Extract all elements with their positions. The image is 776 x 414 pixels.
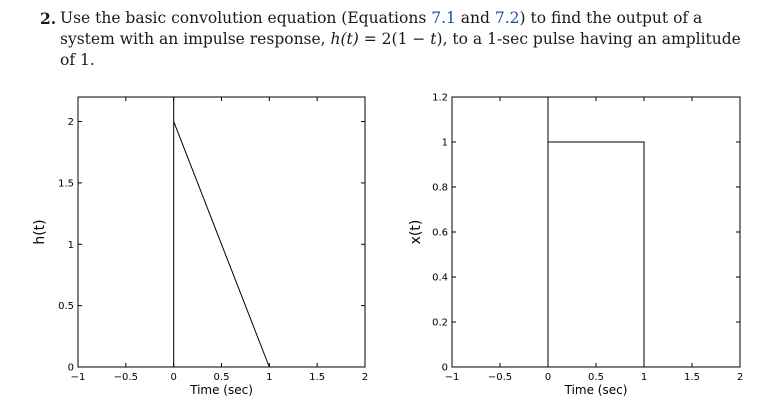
y-axis-label: h(t) [32,219,48,244]
plot-frame [451,96,741,368]
equation-link-7-1[interactable]: 7.1 [431,9,456,27]
y-tick-label: 0.6 [432,228,448,239]
plot-frame [77,96,366,368]
x-tick-label: 0 [545,372,551,383]
x-tick-label: 2 [362,372,368,383]
x-tick-label: −1 [71,372,86,383]
problem-text-part: ) to find the output of a system with an… [60,9,703,48]
y-axis-label: x(t) [408,220,424,245]
y-tick-label: 1 [68,240,74,251]
problem-text-part: and [455,9,495,27]
y-tick-label: 0 [442,363,448,374]
y-tick-label: 2 [68,117,74,128]
problem-number: 2. [40,9,57,28]
problem-text-part: ), to a 1-sec pulse having an amplitude … [60,30,741,69]
y-tick-label: 1.2 [432,93,448,104]
problem-text: Use the basic convolution equation (Equa… [60,8,760,71]
x-tick-label: 0 [170,372,176,383]
y-tick-label: 0.4 [432,273,448,284]
y-tick-label: 0.2 [432,318,448,329]
x-tick-label: 1 [266,372,272,383]
input-pulse-plot: −1 −0.5 0 0.5 1 1.5 2 0 0.2 0.4 0.6 0.8 1 1.2 Time (se… [408,93,743,398]
x-tick-label: 1.5 [309,372,325,383]
x-tick-label: −1 [445,372,460,383]
x-axis-label: Time (sec) [189,383,253,397]
time-variable: t [430,30,437,48]
y-tick-label: 1 [442,138,448,149]
series-line [547,97,645,367]
impulse-response-symbol: h(t) [330,30,359,48]
y-tick-label: 0.8 [432,183,448,194]
x-tick-label: 0.5 [588,372,604,383]
x-tick-label: 2 [737,372,743,383]
series-line [173,97,270,368]
problem-text-part: Use the basic convolution equation (Equa… [60,9,432,27]
problem-statement: 2. Use the basic convolution equation (E… [40,8,760,71]
impulse-response-plot: −1 −0.5 0 0.5 1 1.5 2 0 0.5 1 1.5 2 Time (sec) h(t) [32,96,368,397]
x-tick-label: −0.5 [114,372,138,383]
y-tick-label: 0 [68,363,74,374]
x-axis-label: Time (sec) [564,383,628,397]
problem-text-part: = 2(1 − [358,30,431,48]
x-tick-label: 1 [641,372,647,383]
y-tick-label: 0.5 [58,301,74,312]
x-tick-label: 1.5 [684,372,700,383]
y-tick-label: 1.5 [58,178,74,189]
x-tick-label: 0.5 [214,372,230,383]
equation-link-7-2[interactable]: 7.2 [494,9,520,27]
x-tick-label: −0.5 [488,372,512,383]
